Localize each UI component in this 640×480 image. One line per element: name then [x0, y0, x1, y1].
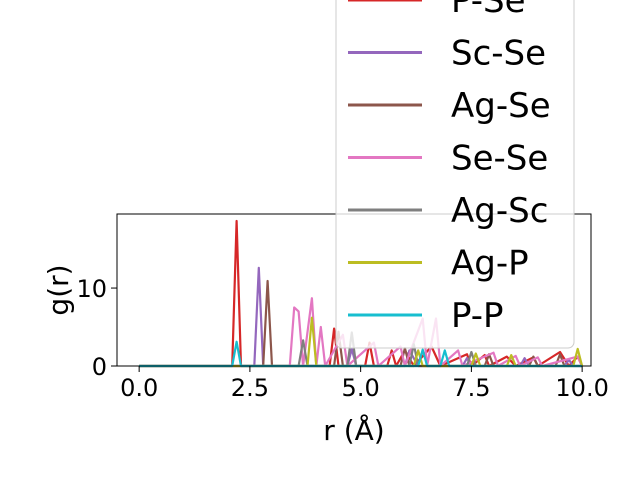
legend: P-Se Sc-Se Ag-Se Se-Se Ag-Sc Ag-P P-P	[335, 0, 575, 349]
y-tick-label: 10	[76, 275, 107, 303]
legend-entry: P-P	[451, 296, 504, 336]
legend-entry: Se-Se	[451, 139, 548, 179]
legend-entry: Ag-Sc	[451, 191, 548, 231]
legend-entry: P-Se	[451, 0, 526, 21]
y-axis-label: g(r)	[42, 264, 75, 315]
x-tick-label: 5.0	[342, 374, 380, 402]
x-tick-label: 2.5	[231, 374, 269, 402]
axis-ticks: 0.0 2.5 5.0 7.5 10.0 0 10	[76, 275, 608, 402]
x-tick-label: 7.5	[452, 374, 490, 402]
series-line-p-p	[139, 340, 583, 368]
legend-entry: Ag-P	[451, 244, 529, 284]
x-tick-label: 0.0	[120, 374, 158, 402]
y-tick-label: 0	[92, 353, 107, 381]
x-tick-label: 10.0	[555, 374, 608, 402]
x-axis-label: r (Å)	[323, 413, 384, 447]
legend-entry: Ag-Se	[451, 86, 551, 126]
legend-box	[335, 0, 575, 349]
legend-entry: Sc-Se	[451, 34, 546, 74]
